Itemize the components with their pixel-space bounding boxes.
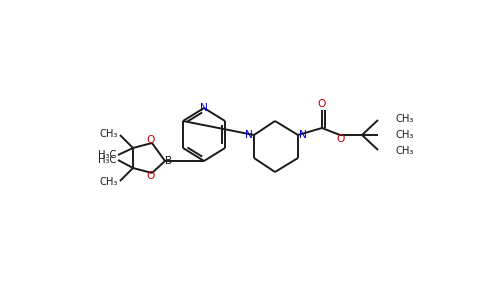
Text: B: B [166, 156, 173, 166]
Text: H₃C: H₃C [98, 150, 116, 160]
Text: O: O [318, 99, 326, 109]
Text: CH₃: CH₃ [100, 177, 118, 187]
Text: N: N [299, 130, 307, 140]
Text: CH₃: CH₃ [396, 146, 414, 156]
Text: CH₃: CH₃ [396, 114, 414, 124]
Text: O: O [147, 171, 155, 181]
Text: CH₃: CH₃ [100, 129, 118, 139]
Text: N: N [200, 103, 208, 113]
Text: CH₃: CH₃ [396, 130, 414, 140]
Text: N: N [245, 130, 253, 140]
Text: O: O [147, 135, 155, 145]
Text: O: O [337, 134, 345, 144]
Text: H₃C: H₃C [98, 155, 116, 165]
